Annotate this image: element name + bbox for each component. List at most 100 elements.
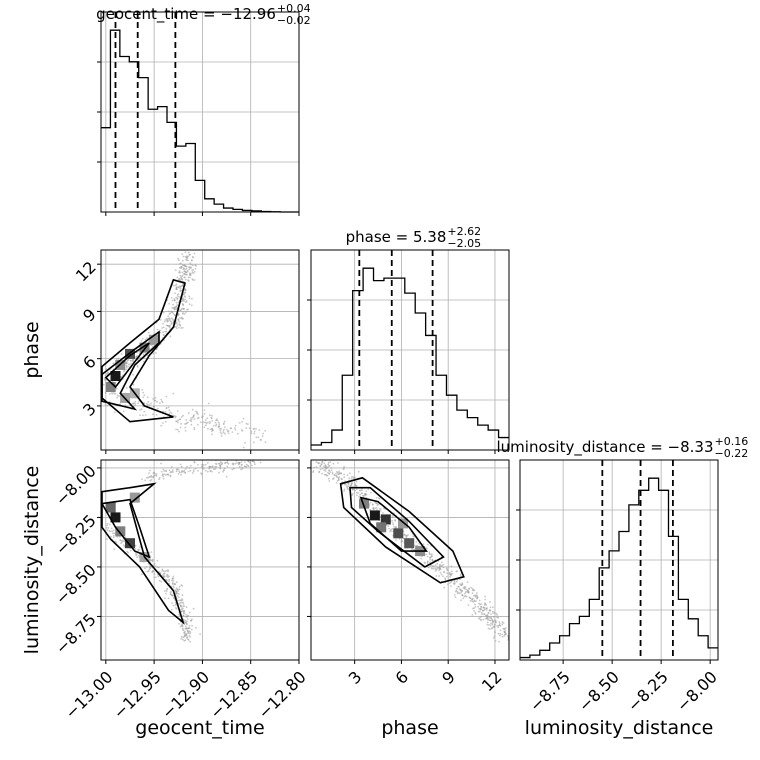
scatter-point xyxy=(171,307,174,309)
scatter-point xyxy=(446,568,448,571)
scatter-point xyxy=(460,573,462,576)
scatter-point xyxy=(171,582,174,584)
scatter-point xyxy=(206,417,209,420)
scatter-point xyxy=(160,424,163,427)
scatter-point xyxy=(156,328,159,331)
scatter-point xyxy=(185,267,188,270)
x-axis-label-luminosity_distance: luminosity_distance xyxy=(525,717,714,739)
scatter-point xyxy=(146,476,148,479)
scatter-point xyxy=(175,470,178,473)
scatter-point xyxy=(501,623,504,626)
scatter-point xyxy=(219,465,222,467)
scatter-point xyxy=(242,446,245,449)
scatter-point xyxy=(153,406,155,408)
scatter-point xyxy=(158,579,161,582)
scatter-point xyxy=(181,625,184,627)
scatter-point xyxy=(105,368,107,370)
contour-line xyxy=(339,476,465,584)
scatter-point xyxy=(184,251,187,254)
scatter-point xyxy=(161,401,164,404)
scatter-point xyxy=(173,308,176,311)
scatter-point xyxy=(169,312,172,315)
scatter-point xyxy=(172,604,175,607)
scatter-point xyxy=(134,402,137,405)
scatter-point xyxy=(139,408,142,411)
scatter-point xyxy=(457,592,460,594)
scatter-point xyxy=(498,640,500,643)
scatter-point xyxy=(205,424,207,427)
scatter-point xyxy=(491,623,494,626)
scatter-point xyxy=(177,421,180,424)
scatter-point xyxy=(161,327,164,329)
scatter-point xyxy=(150,551,153,553)
scatter-point xyxy=(175,286,178,289)
scatter-point xyxy=(175,468,178,471)
scatter-point xyxy=(184,625,187,628)
scatter-point xyxy=(185,606,188,609)
scatter-point xyxy=(196,412,198,415)
scatter-point xyxy=(379,510,382,512)
scatter-point xyxy=(398,537,401,540)
scatter-point xyxy=(459,575,462,577)
scatter-point xyxy=(454,596,457,599)
scatter-point xyxy=(255,428,257,430)
scatter-point xyxy=(370,491,372,494)
scatter-point xyxy=(106,522,109,525)
scatter-point xyxy=(122,544,125,547)
scatter-point xyxy=(181,627,184,630)
scatter-point xyxy=(155,414,158,416)
scatter-point xyxy=(134,404,136,407)
scatter-point xyxy=(422,543,425,545)
scatter-point xyxy=(480,605,482,608)
scatter-point xyxy=(191,297,193,300)
scatter-point xyxy=(343,488,346,491)
scatter-point xyxy=(485,607,488,610)
scatter-point xyxy=(184,429,187,432)
scatter-point xyxy=(214,465,216,468)
scatter-point xyxy=(148,566,151,568)
scatter-point xyxy=(177,472,180,475)
scatter-point xyxy=(209,470,212,472)
scatter-point xyxy=(176,297,179,300)
scatter-point xyxy=(211,433,213,436)
scatter-point xyxy=(247,460,250,463)
scatter-point xyxy=(190,628,193,631)
scatter-point xyxy=(153,563,156,565)
scatter-point xyxy=(157,575,160,578)
scatter-point xyxy=(348,472,351,475)
scatter-point xyxy=(155,473,158,475)
scatter-point xyxy=(147,331,150,334)
scatter-point xyxy=(149,469,151,472)
title-lower-error: −0.02 xyxy=(277,14,311,27)
scatter-point xyxy=(429,553,431,556)
scatter-point xyxy=(106,372,108,375)
scatter-point xyxy=(376,502,378,505)
scatter-point xyxy=(323,465,325,468)
scatter-point xyxy=(167,315,170,318)
scatter-point xyxy=(483,603,486,606)
scatter-point xyxy=(178,270,181,272)
scatter-point xyxy=(171,602,174,604)
scatter-point xyxy=(361,489,363,492)
scatter-point xyxy=(240,468,242,471)
scatter-point xyxy=(151,560,154,563)
scatter-point xyxy=(184,298,187,301)
scatter-point xyxy=(181,638,184,641)
scatter-point xyxy=(347,485,350,487)
scatter-point xyxy=(480,612,483,614)
scatter-point xyxy=(222,431,225,434)
scatter-point xyxy=(187,412,190,415)
scatter-point xyxy=(318,470,321,473)
scatter-point xyxy=(188,268,191,271)
x-tick-label: 6 xyxy=(392,667,413,688)
scatter-point xyxy=(157,566,160,569)
scatter-point xyxy=(253,432,256,435)
scatter-point xyxy=(390,528,392,531)
scatter-point xyxy=(391,515,394,517)
scatter-point xyxy=(491,618,494,621)
scatter-point xyxy=(187,470,190,473)
scatter-point xyxy=(151,570,154,573)
scatter-point xyxy=(152,352,154,355)
scatter-point xyxy=(250,432,253,435)
scatter-point xyxy=(164,319,167,321)
